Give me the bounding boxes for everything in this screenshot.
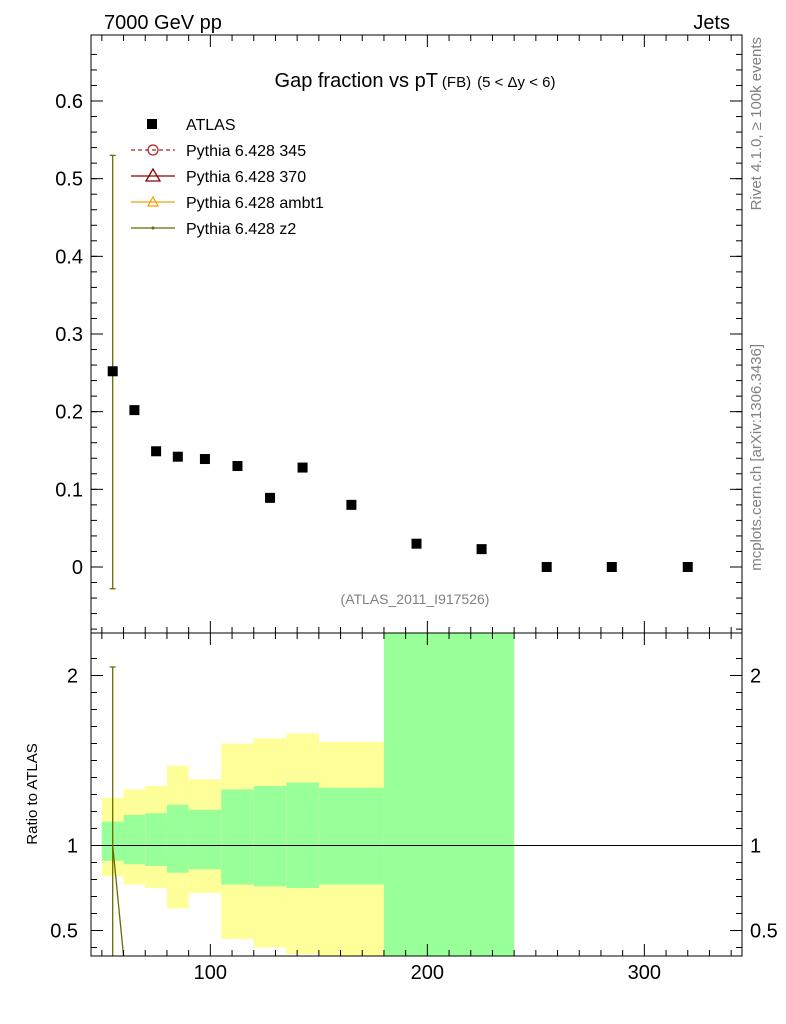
inner-band-1 [123, 814, 146, 865]
legend-label-p345: Pythia 6.428 345 [186, 143, 306, 160]
legend-label-p370: Pythia 6.428 370 [186, 169, 306, 186]
ratio-ytick-label-left-2: 2 [67, 666, 78, 688]
chart-title-range: (5 < Δy < 6) [477, 74, 555, 91]
ratio-xtick-label-0: 100 [194, 962, 227, 984]
inner-band-7 [286, 782, 319, 888]
top-ytick-label-0: 0 [72, 557, 83, 579]
legend-marker-z2 [151, 226, 155, 230]
source-label: mcplots.cern.ch [arXiv:1306.3436] [748, 344, 765, 571]
header-category: Jets [693, 12, 730, 34]
chart-title: Gap fraction vs pT (FB) (5 < Δy < 6) [275, 70, 556, 92]
atlas-point-7 [297, 462, 308, 473]
ratio-ytick-label-left-1: 1 [67, 836, 78, 858]
inner-band-8 [318, 787, 384, 885]
atlas-point-11 [541, 561, 552, 572]
inner-band-2 [145, 813, 167, 866]
ratio-ytick-label-left-0: 0.5 [50, 921, 78, 943]
inner-band-5 [221, 789, 254, 885]
ratio-ytick-label-right-0: 0.5 [750, 921, 778, 943]
ratio-panel-frame [90, 632, 743, 957]
atlas-point-6 [265, 492, 276, 503]
atlas-point-8 [346, 499, 357, 510]
atlas-point-12 [606, 561, 617, 572]
inner-band-3 [166, 804, 189, 873]
top-ytick-label-2: 0.2 [55, 402, 83, 424]
atlas-point-1 [129, 405, 140, 416]
ratio-uncertainty-bands [101, 633, 515, 956]
legend-marker-ambt1 [146, 195, 160, 207]
atlas-point-13 [682, 561, 693, 572]
analysis-label: (ATLAS_2011_I917526) [341, 591, 490, 607]
top-ytick-label-5: 0.5 [55, 169, 83, 191]
atlas-point-5 [232, 461, 243, 472]
legend-marker-p370 [144, 167, 162, 182]
ratio-ytick-label-right-2: 2 [750, 666, 761, 688]
atlas-point-3 [172, 451, 183, 462]
legend-marker-p345 [147, 144, 159, 156]
ratio-ytick-label-right-1: 1 [750, 836, 761, 858]
atlas-point-4 [199, 454, 210, 465]
top-ytick-label-6: 0.6 [55, 91, 83, 113]
rivet-label: Rivet 4.1.0, ≥ 100k events [748, 37, 765, 210]
header-energy: 7000 GeV pp [104, 12, 222, 34]
top-ytick-label-4: 0.4 [55, 246, 83, 268]
ratio-ylabel: Ratio to ATLAS [24, 743, 41, 844]
atlas-point-10 [476, 544, 487, 555]
ratio-xtick-label-2: 300 [628, 962, 661, 984]
chart-title-sub: (FB) [442, 74, 471, 91]
legend-label-z2: Pythia 6.428 z2 [186, 221, 296, 238]
atlas-point-9 [411, 538, 422, 549]
legend-marker-atlas [147, 119, 157, 129]
z2-ratio-line [112, 845, 125, 957]
inner-band-9 [383, 633, 515, 956]
data-points [107, 366, 693, 572]
atlas-point-2 [151, 446, 162, 457]
ratio-xtick-label-1: 200 [411, 962, 444, 984]
inner-band-6 [253, 786, 287, 887]
top-ytick-label-3: 0.3 [55, 324, 83, 346]
atlas-point-0 [107, 366, 118, 377]
axis-ticks: 0 0.1 0.2 0.3 0.4 0.5 0.6 100 200 300 0.5 0.5 1 1 2 2 [50, 35, 778, 984]
chart-title-main: Gap fraction vs pT [275, 70, 438, 92]
legend-label-data: ATLAS [186, 117, 236, 134]
top-ytick-label-1: 0.1 [55, 479, 83, 501]
legend: ATLAS Pythia 6.428 345 Pythia 6.428 370 Pyt… [131, 117, 324, 238]
inner-band-4 [188, 809, 222, 870]
legend-label-ambt1: Pythia 6.428 ambt1 [186, 195, 324, 212]
